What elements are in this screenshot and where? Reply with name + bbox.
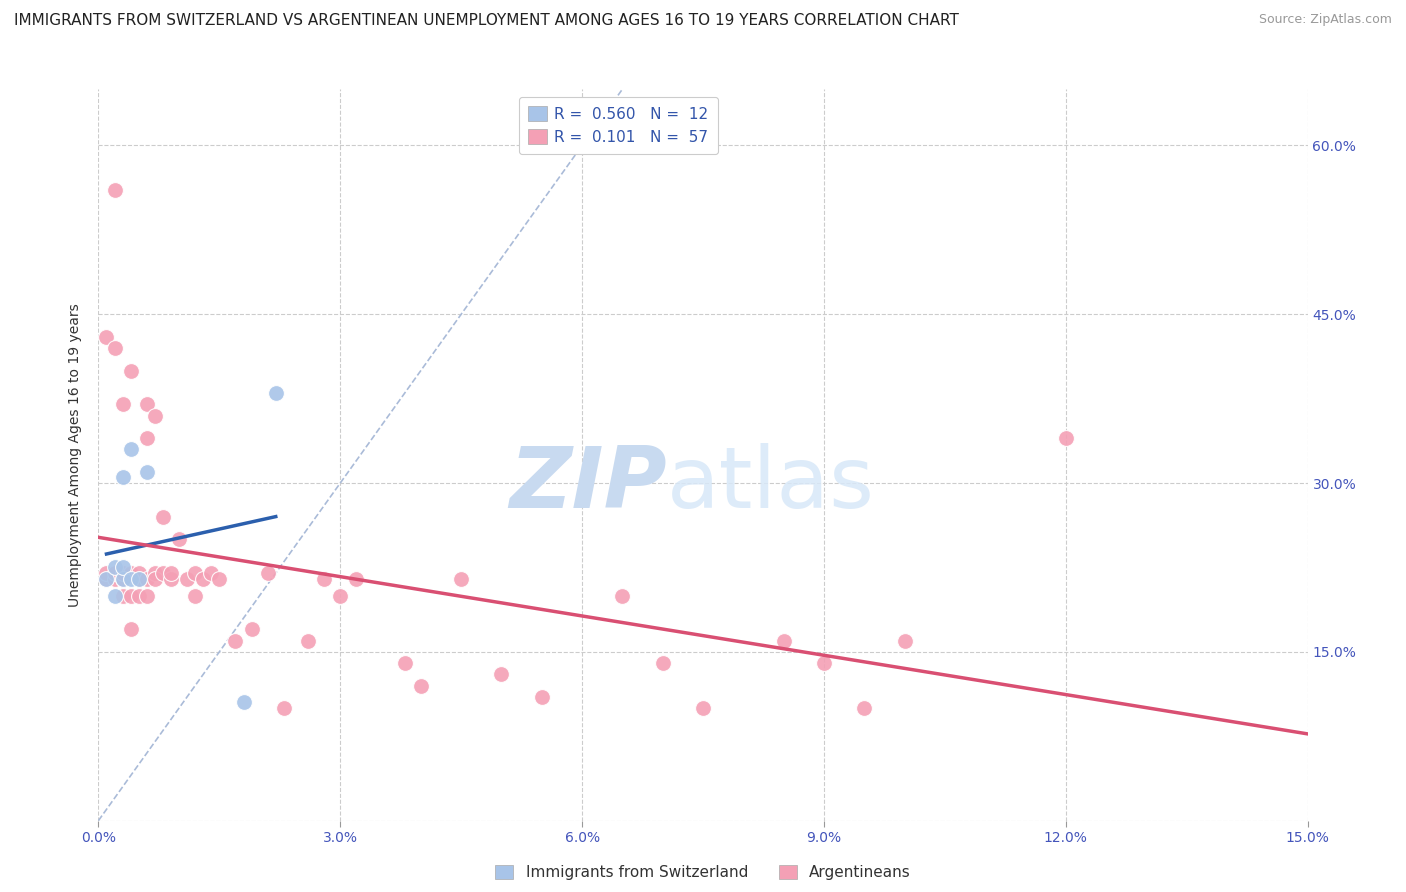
- Point: [111, 572, 134, 586]
- Text: atlas: atlas: [666, 442, 875, 525]
- Point: [120, 589, 142, 603]
- Point: [184, 589, 207, 603]
- Point: [135, 397, 157, 411]
- Point: [184, 566, 207, 580]
- Point: [692, 701, 714, 715]
- Point: [297, 633, 319, 648]
- Point: [120, 572, 142, 586]
- Point: [120, 442, 142, 457]
- Point: [120, 363, 142, 377]
- Point: [103, 572, 125, 586]
- Point: [111, 397, 134, 411]
- Point: [96, 330, 118, 344]
- Point: [813, 656, 835, 670]
- Point: [344, 572, 367, 586]
- Point: [135, 572, 157, 586]
- Point: [224, 633, 246, 648]
- Point: [128, 572, 150, 586]
- Point: [1054, 431, 1077, 445]
- Point: [208, 572, 231, 586]
- Point: [273, 701, 295, 715]
- Point: [143, 409, 166, 423]
- Point: [232, 696, 254, 710]
- Point: [96, 572, 118, 586]
- Point: [103, 566, 125, 580]
- Point: [152, 566, 174, 580]
- Point: [111, 470, 134, 484]
- Point: [111, 566, 134, 580]
- Point: [329, 589, 352, 603]
- Point: [103, 589, 125, 603]
- Point: [111, 589, 134, 603]
- Point: [314, 572, 336, 586]
- Point: [135, 465, 157, 479]
- Point: [167, 533, 190, 547]
- Point: [409, 679, 432, 693]
- Point: [893, 633, 915, 648]
- Point: [128, 589, 150, 603]
- Point: [160, 572, 183, 586]
- Y-axis label: Unemployment Among Ages 16 to 19 years: Unemployment Among Ages 16 to 19 years: [69, 303, 83, 607]
- Point: [176, 572, 198, 586]
- Text: IMMIGRANTS FROM SWITZERLAND VS ARGENTINEAN UNEMPLOYMENT AMONG AGES 16 TO 19 YEAR: IMMIGRANTS FROM SWITZERLAND VS ARGENTINE…: [14, 13, 959, 29]
- Point: [450, 572, 472, 586]
- Point: [200, 566, 222, 580]
- Text: ZIP: ZIP: [509, 442, 666, 525]
- Point: [135, 431, 157, 445]
- Point: [135, 589, 157, 603]
- Point: [530, 690, 553, 704]
- Point: [120, 566, 142, 580]
- Point: [143, 566, 166, 580]
- Point: [128, 572, 150, 586]
- Point: [143, 572, 166, 586]
- Point: [96, 566, 118, 580]
- Point: [111, 572, 134, 586]
- Point: [103, 184, 125, 198]
- Point: [612, 589, 634, 603]
- Point: [256, 566, 278, 580]
- Point: [111, 560, 134, 574]
- Point: [103, 560, 125, 574]
- Point: [120, 623, 142, 637]
- Point: [128, 566, 150, 580]
- Point: [491, 667, 513, 681]
- Point: [160, 566, 183, 580]
- Point: [853, 701, 876, 715]
- Point: [152, 509, 174, 524]
- Point: [394, 656, 416, 670]
- Point: [103, 341, 125, 355]
- Point: [264, 386, 287, 401]
- Point: [193, 572, 215, 586]
- Point: [240, 623, 263, 637]
- Legend: Immigrants from Switzerland, Argentineans: Immigrants from Switzerland, Argentinean…: [489, 858, 917, 886]
- Point: [772, 633, 794, 648]
- Point: [651, 656, 673, 670]
- Text: Source: ZipAtlas.com: Source: ZipAtlas.com: [1258, 13, 1392, 27]
- Point: [96, 572, 118, 586]
